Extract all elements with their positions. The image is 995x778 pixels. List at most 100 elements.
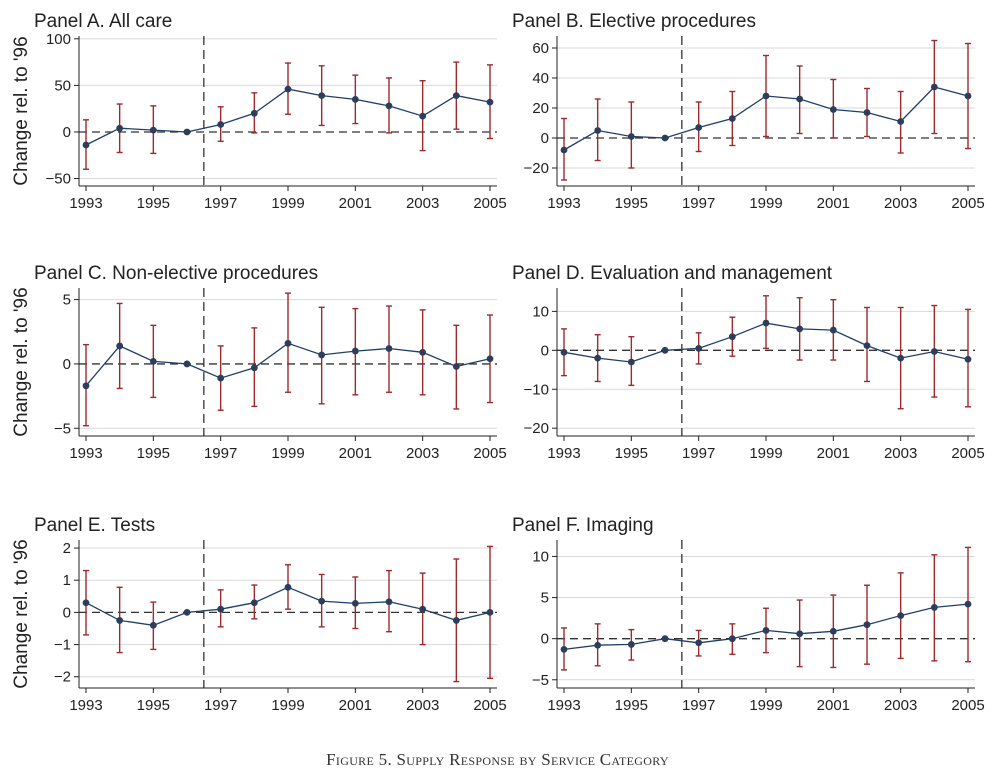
x-tick-label: 2003	[884, 445, 917, 462]
x-tick-label: 2005	[951, 697, 984, 714]
y-tick-label: 0	[541, 130, 549, 147]
data-point	[486, 98, 494, 106]
x-tick-label: 1999	[749, 445, 782, 462]
y-tick-label: 10	[532, 548, 549, 565]
y-tick-label: −10	[524, 381, 549, 398]
x-tick-label: 1997	[682, 445, 715, 462]
data-point	[116, 124, 124, 132]
panel-title: Panel E. Tests	[34, 515, 155, 536]
x-tick-label: 1995	[615, 445, 648, 462]
data-point	[385, 102, 393, 110]
data-point	[796, 325, 804, 333]
data-point	[183, 608, 191, 616]
data-point	[695, 124, 703, 131]
data-point	[419, 348, 427, 356]
x-tick-label: 1997	[682, 195, 715, 212]
x-tick-label: 1995	[137, 697, 170, 714]
data-point	[897, 612, 905, 620]
data-point	[964, 600, 972, 608]
data-point	[250, 364, 258, 372]
data-point	[183, 128, 191, 136]
y-tick-label: 0	[63, 356, 71, 373]
panel-f: −5 0 5 10 1993 1995 1997 1999 2001 2003 2005 Panel …	[512, 515, 985, 714]
data-point	[762, 627, 770, 634]
data-point	[695, 639, 703, 647]
data-point	[250, 109, 258, 117]
data-point	[419, 112, 427, 120]
data-point	[419, 605, 427, 613]
data-point	[560, 645, 568, 653]
panel-d: −20 −10 0 10 1993 1995 1997 1999 2001 2003 2005 Pan…	[512, 263, 985, 462]
data-point	[385, 598, 393, 606]
x-tick-label: 1993	[547, 195, 580, 212]
x-tick-label: 1993	[547, 445, 580, 462]
x-tick-label: 1993	[69, 697, 102, 714]
data-point	[560, 146, 568, 154]
x-tick-label: 1995	[615, 195, 648, 212]
y-tick-label: 2	[63, 540, 71, 557]
data-point	[351, 347, 359, 355]
data-point	[486, 608, 494, 616]
data-point	[627, 641, 635, 648]
data-point	[964, 355, 972, 363]
x-tick-label: 1995	[137, 195, 170, 212]
y-tick-label: −20	[524, 420, 549, 437]
data-point	[594, 354, 602, 362]
panel-title: Panel F. Imaging	[512, 515, 654, 536]
data-point	[82, 599, 90, 607]
data-point	[217, 121, 225, 128]
x-tick-label: 1999	[271, 697, 304, 714]
y-tick-label: 0	[63, 604, 71, 621]
y-tick-label: −1	[54, 637, 71, 654]
x-tick-label: 1995	[615, 697, 648, 714]
data-point	[695, 344, 703, 352]
data-point	[217, 374, 225, 382]
data-point	[594, 127, 602, 134]
panel-title: Panel B. Elective procedures	[512, 11, 756, 32]
x-tick-label: 1995	[137, 445, 170, 462]
data-point	[627, 358, 635, 366]
data-point	[284, 583, 292, 591]
x-tick-label: 2001	[339, 195, 372, 212]
x-tick-label: 2003	[884, 697, 917, 714]
data-point	[930, 83, 938, 91]
data-point	[351, 95, 359, 103]
x-tick-label: 2003	[406, 445, 439, 462]
panel-title: Panel A. All care	[34, 11, 172, 32]
data-point	[930, 604, 938, 611]
panel-a: −50 0 50 100 1993 1995 1997 1999 2001 2003 2005 Pan…	[11, 11, 507, 212]
data-point	[863, 621, 871, 629]
data-point	[796, 630, 804, 638]
x-tick-label: 2001	[339, 445, 372, 462]
data-point	[661, 134, 669, 142]
panel-title: Panel C. Non-elective procedures	[34, 263, 318, 284]
data-point	[385, 345, 393, 352]
data-point	[149, 357, 157, 365]
y-tick-label: 5	[541, 590, 549, 607]
panel-title: Panel D. Evaluation and management	[512, 263, 833, 284]
x-tick-label: 2001	[817, 697, 850, 714]
data-point	[452, 617, 460, 624]
data-point	[284, 85, 292, 93]
x-tick-label: 1999	[271, 195, 304, 212]
x-tick-label: 2005	[473, 195, 506, 212]
panel-c: −5 0 5 1993 1995 1997 1999 2001 2003 2005 Panel C.…	[11, 263, 507, 462]
data-point	[930, 348, 938, 355]
x-tick-label: 1999	[749, 195, 782, 212]
y-tick-label: 100	[46, 31, 71, 48]
y-tick-label: −50	[46, 171, 71, 188]
y-axis-label: Change rel. to '96	[11, 287, 32, 436]
data-point	[762, 92, 770, 100]
data-point	[728, 635, 736, 643]
data-point	[627, 133, 635, 140]
x-tick-label: 1993	[69, 195, 102, 212]
data-point	[486, 355, 494, 363]
data-point	[82, 382, 90, 390]
data-point	[149, 126, 157, 134]
data-point	[149, 621, 157, 629]
y-tick-label: −5	[532, 672, 549, 689]
figure-caption: Figure 5. Supply Response by Service Cat…	[326, 750, 669, 769]
y-tick-label: 1	[63, 572, 71, 589]
data-point	[217, 605, 225, 613]
data-point	[796, 95, 804, 103]
